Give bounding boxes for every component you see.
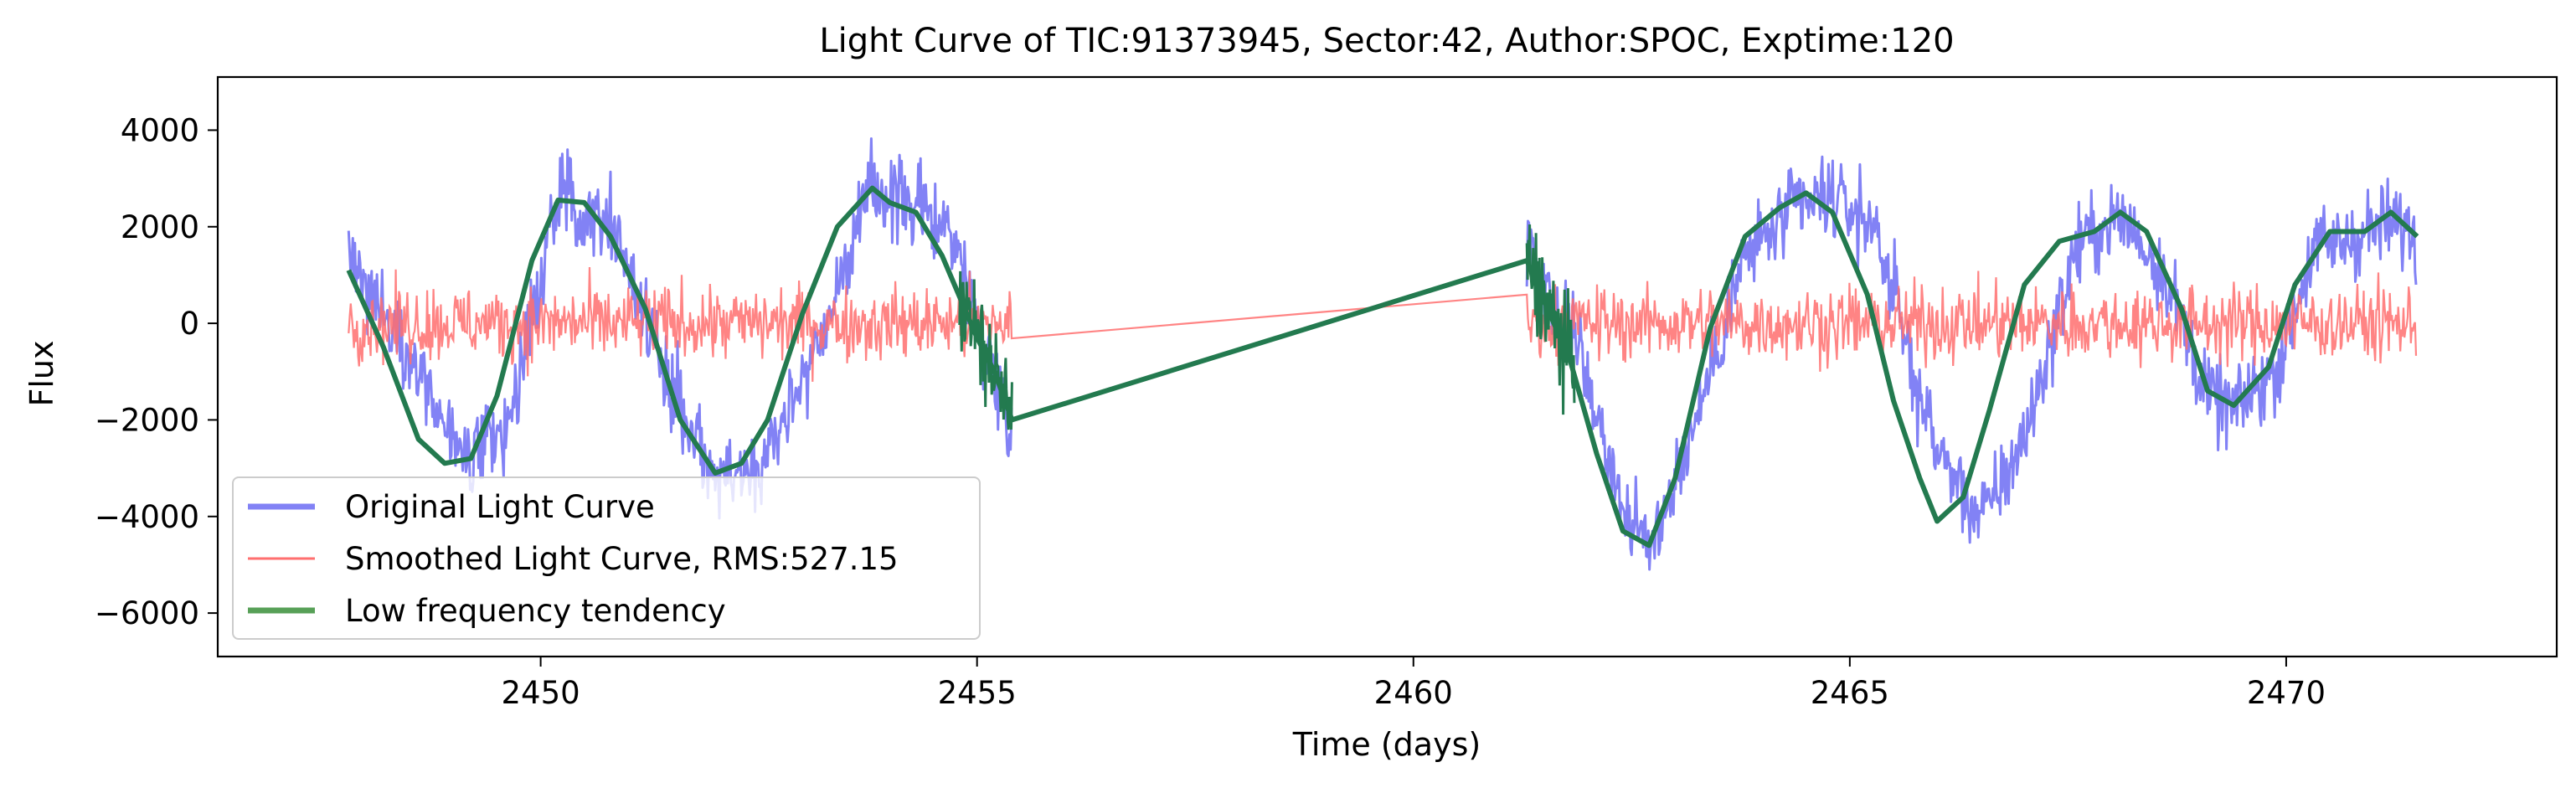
plot-data <box>346 137 2419 571</box>
smoothed-light-curve-line <box>348 266 2418 382</box>
y-tick-label: 4000 <box>121 112 199 148</box>
x-tick-label: 2465 <box>1811 675 1889 711</box>
y-tick-label: −4000 <box>95 499 199 535</box>
x-axis-label: Time (days) <box>1292 726 1481 763</box>
tendency-edge-scatter-1 <box>958 270 1013 430</box>
chart-title: Light Curve of TIC:91373945, Sector:42, … <box>819 22 1954 60</box>
y-tick-label: 2000 <box>121 209 199 245</box>
y-tick-label: −2000 <box>95 402 199 438</box>
x-tick-label: 2455 <box>938 675 1017 711</box>
x-tick-label: 2470 <box>2247 675 2326 711</box>
legend-label-smoothed: Smoothed Light Curve, RMS:527.15 <box>345 541 899 577</box>
x-tick-label: 2450 <box>502 675 580 711</box>
legend-box <box>232 476 981 640</box>
x-tick-label: 2460 <box>1374 675 1453 711</box>
low-frequency-tendency-line <box>346 185 2419 549</box>
legend: Original Light Curve Smoothed Light Curv… <box>232 476 981 640</box>
axes: 2450 2455 2460 2465 2470 −6000 −4000 −2000 0 2000… <box>95 112 2326 711</box>
tendency-edge-scatter-2 <box>1525 224 1576 415</box>
y-axis-label: Flux <box>23 341 60 407</box>
legend-label-tendency: Low frequency tendency <box>345 593 726 629</box>
y-tick-label: −6000 <box>95 595 199 631</box>
original-light-curve-line-1 <box>347 137 1013 520</box>
y-tick-label: 0 <box>179 306 199 342</box>
plot-frame <box>216 75 2558 658</box>
legend-label-original: Original Light Curve <box>345 489 655 525</box>
